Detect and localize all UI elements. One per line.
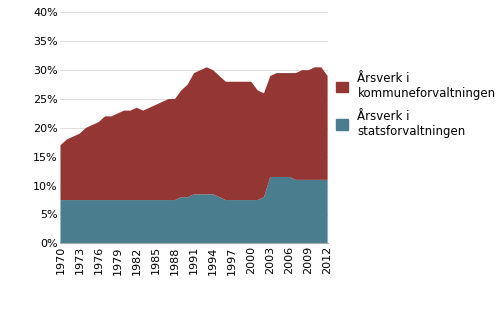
Legend: Årsverk i
kommuneforvaltningen, Årsverk i
statsforvaltningen: Årsverk i kommuneforvaltningen, Årsverk …	[336, 72, 495, 138]
